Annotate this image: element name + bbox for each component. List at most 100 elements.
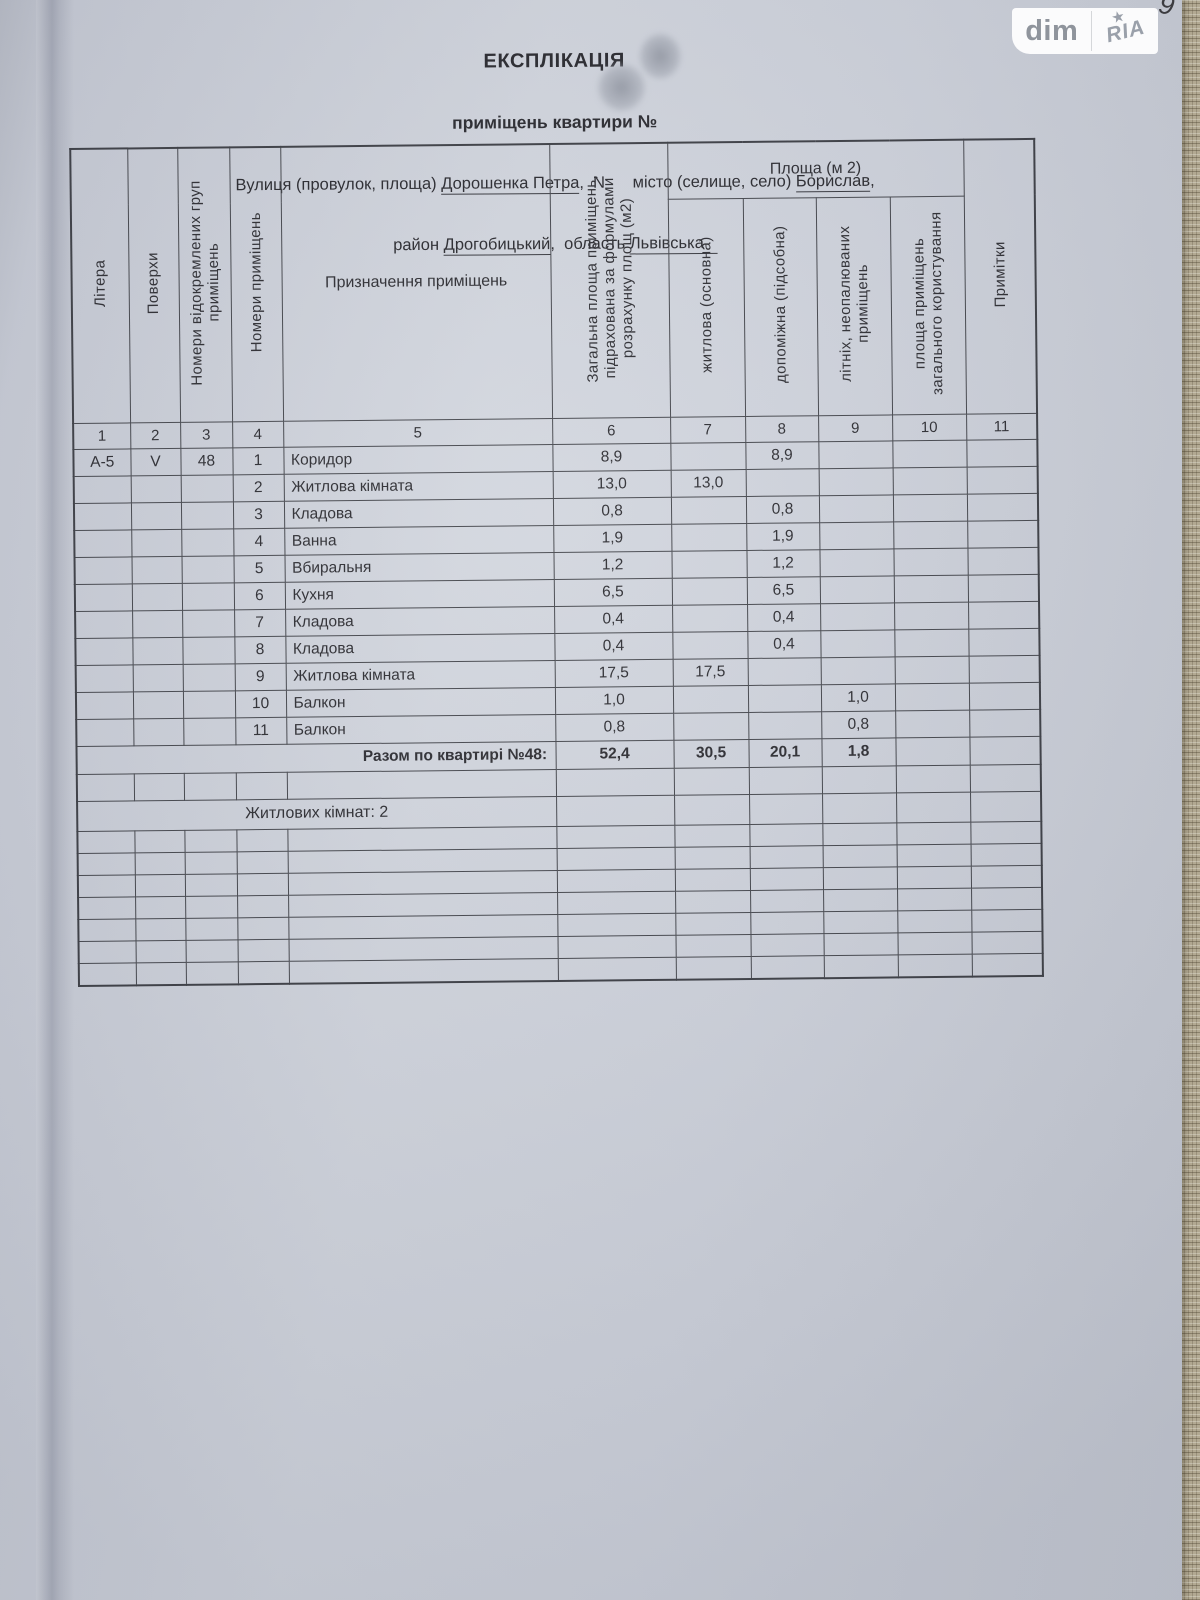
cell [748,711,822,739]
cell [821,765,897,794]
cell: 1 [232,446,284,475]
cell [896,865,972,889]
cell [78,940,136,963]
cell: Балкон [286,713,556,744]
cell [971,930,1043,954]
cell [970,864,1043,888]
cell [288,935,558,961]
cell [78,918,136,941]
cell [75,610,133,639]
cell [894,628,969,657]
header-room-numbers: Номери приміщень [229,146,284,422]
cell [971,886,1043,910]
cell [750,889,824,912]
header-notes: Примітки [963,138,1038,414]
cell [894,601,969,630]
page-subtitle: приміщень квартири № [80,107,1030,139]
cell [969,763,1042,792]
cell: Кладова [285,605,555,636]
cell [893,547,968,576]
cell [822,822,897,846]
cell [672,630,748,659]
cell [894,655,969,684]
header-litera: Літера [70,148,131,424]
cell [895,736,970,766]
cell: 0,8 [552,496,672,525]
header-summer-area: літніх, неопалюваних приміщень [815,196,893,416]
cell [75,664,133,693]
cell [237,938,289,962]
cell [184,851,237,874]
cell [134,829,185,853]
cell: 10 [234,689,287,718]
cell: 9 [234,662,286,691]
cell [822,792,897,824]
cell [823,932,898,956]
cell [822,866,898,890]
cell [237,894,289,918]
cell [288,891,558,917]
watermark: dim ★ RIA [1012,7,1158,54]
cell: 5 [233,554,285,583]
cell [181,528,234,556]
cell [236,850,288,874]
cell [970,842,1042,866]
cell [895,764,971,793]
cell: Вбиральня [284,551,554,582]
cell [818,467,893,496]
cell [675,933,751,957]
cell [133,772,185,801]
cell [674,793,750,825]
cell [184,829,237,852]
cell [674,867,751,891]
page-fold-shadow [36,0,74,1600]
cell [823,888,898,912]
cell: 1,8 [821,737,896,767]
cell [182,636,235,664]
cell [76,773,135,801]
watermark-ria-logo: ★ RIA [1103,7,1147,46]
cell [892,493,968,522]
cell [673,766,750,795]
cell: 0,4 [554,631,673,660]
cell [78,896,136,919]
cell [557,956,676,981]
cell [185,961,238,985]
cell [819,548,894,577]
cell [967,573,1040,602]
cell [892,466,967,495]
cell [183,772,237,800]
cell: 48 [180,447,233,475]
col-number: 1 [73,422,131,450]
cell: 8,9 [552,442,671,472]
star-icon: ★ [1110,7,1127,26]
cell [73,502,132,531]
cell [969,735,1041,765]
cell [184,873,238,896]
cell [971,952,1043,977]
cell [133,717,184,746]
cell [823,910,898,934]
cell [288,957,558,984]
cell [747,657,821,685]
cell [966,492,1039,521]
col-number: 5 [283,418,553,447]
cell: 11 [235,716,287,745]
col-number: 6 [552,416,671,445]
cell: Житлова кімната [283,471,553,501]
cell [897,953,972,977]
cell [134,873,186,897]
cell [670,441,746,470]
cell [749,793,823,824]
cell [182,609,235,637]
cell [818,440,893,469]
cell [75,637,133,666]
cell [75,691,134,720]
cell [750,933,824,956]
cell: 2 [232,473,284,502]
cell [557,934,676,958]
cell: А-5 [73,448,131,477]
cell [183,717,236,745]
cell [556,794,675,826]
cell [897,887,972,911]
